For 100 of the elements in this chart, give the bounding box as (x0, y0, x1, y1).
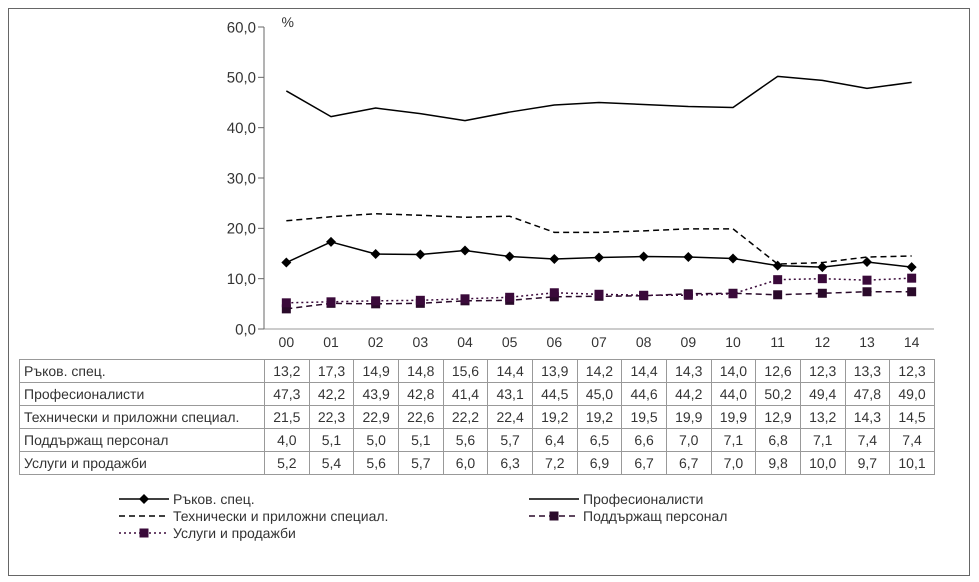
point (371, 296, 380, 306)
data-label: 5,0 (354, 428, 398, 452)
data-label: 19,9 (711, 406, 756, 428)
data-label: 9,7 (845, 452, 890, 474)
point (550, 288, 559, 298)
point (818, 274, 827, 284)
data-label: 7,0 (711, 452, 756, 474)
point (817, 262, 828, 272)
point (728, 254, 738, 264)
x-tick-label: 11 (770, 334, 786, 350)
data-label: 49,4 (800, 382, 846, 406)
point (907, 287, 916, 296)
data-label: 7,4 (890, 428, 934, 452)
data-label: 6,9 (577, 452, 622, 474)
data-label: 5,7 (398, 452, 444, 474)
x-tick-label: 14 (904, 334, 920, 350)
data-label: 12,3 (800, 360, 846, 382)
y-tick-label: 30,0 (226, 170, 256, 188)
point (862, 257, 872, 268)
data-label: 7,2 (532, 452, 578, 474)
data-label: 21,5 (264, 406, 310, 428)
x-tick-label: 13 (859, 334, 875, 350)
data-label: 14,3 (845, 406, 890, 428)
data-label: 22,4 (488, 406, 532, 428)
data-label: 6,0 (443, 452, 488, 474)
data-label: 43,9 (354, 382, 398, 406)
data-label: 5,2 (264, 452, 310, 474)
data-label: 6,7 (622, 452, 666, 474)
data-label: 19,5 (622, 406, 666, 428)
data-label: 43,1 (488, 382, 532, 406)
data-label: 5,7 (488, 428, 532, 452)
y-tick-label: 0,0 (235, 321, 256, 338)
data-label: 7,0 (666, 428, 712, 452)
x-tick-label: 09 (680, 334, 696, 350)
point (594, 252, 604, 263)
y-tick-label: 20,0 (226, 220, 256, 238)
data-label: 12,9 (756, 406, 800, 428)
data-label: 14,4 (622, 360, 666, 382)
data-label: 13,3 (845, 360, 890, 382)
x-tick-label: 01 (323, 334, 339, 350)
data-label: 6,7 (666, 452, 712, 474)
data-label: 22,3 (309, 406, 354, 428)
data-label: 44,6 (622, 382, 666, 406)
data-label: 41,4 (443, 382, 488, 406)
data-label: 22,6 (398, 406, 444, 428)
data-label: 14,8 (398, 360, 444, 382)
point (415, 250, 426, 260)
point (638, 252, 649, 262)
point (282, 298, 291, 308)
point (370, 249, 381, 260)
data-label: 4,0 (264, 428, 310, 452)
data-label: 5,1 (398, 428, 444, 452)
point (773, 275, 782, 284)
x-tick-label: 05 (502, 334, 518, 350)
data-label: 13,9 (532, 360, 578, 382)
data-label: 13,2 (264, 360, 310, 382)
x-tick-label: 12 (814, 334, 830, 350)
point (818, 288, 827, 298)
x-tick-label: 07 (591, 334, 607, 350)
data-label: 14,0 (711, 360, 756, 382)
data-label: 6,3 (488, 452, 532, 474)
legend-label: Технически и приложни специал. (173, 508, 388, 524)
data-label: 5,6 (443, 428, 488, 452)
data-label: 17,3 (309, 360, 354, 382)
point (907, 274, 916, 283)
point (906, 262, 917, 272)
x-tick-label: 06 (546, 334, 562, 350)
legend-label: Професионалисти (583, 491, 704, 507)
x-tick-label: 03 (412, 334, 428, 350)
data-label: 19,9 (666, 406, 712, 428)
point (460, 245, 470, 256)
text: Поддържащ персонал (24, 432, 168, 448)
text: Услуги и продажби (24, 455, 147, 471)
data-label: 22,9 (354, 406, 398, 428)
data-label: 6,4 (532, 428, 578, 452)
data-label: 6,8 (756, 428, 800, 452)
point (505, 292, 514, 302)
y-axis-title: % (282, 14, 294, 30)
data-label: 44,0 (711, 382, 756, 406)
data-label: 9,8 (756, 452, 800, 474)
point (772, 260, 783, 271)
point (281, 258, 292, 268)
x-tick-label: 02 (368, 334, 384, 350)
data-label: 13,2 (800, 406, 846, 428)
legend-label: Поддържащ персонал (583, 508, 728, 524)
y-tick-label: 10,0 (226, 270, 256, 288)
text: Ръков. спец. (24, 363, 106, 379)
data-label: 42,8 (398, 382, 444, 406)
text: Професионалисти (24, 386, 144, 402)
x-tick-label: 10 (725, 334, 741, 350)
data-label: 12,3 (890, 360, 934, 382)
point (549, 254, 560, 264)
y-tick-label: 60,0 (226, 19, 256, 36)
data-label: 7,1 (800, 428, 846, 452)
data-label: 5,4 (309, 452, 354, 474)
data-label: 15,6 (443, 360, 488, 382)
data-label: 47,8 (845, 382, 890, 406)
data-label: 7,1 (711, 428, 756, 452)
data-label: 42,2 (309, 382, 354, 406)
data-label: 19,2 (532, 406, 578, 428)
